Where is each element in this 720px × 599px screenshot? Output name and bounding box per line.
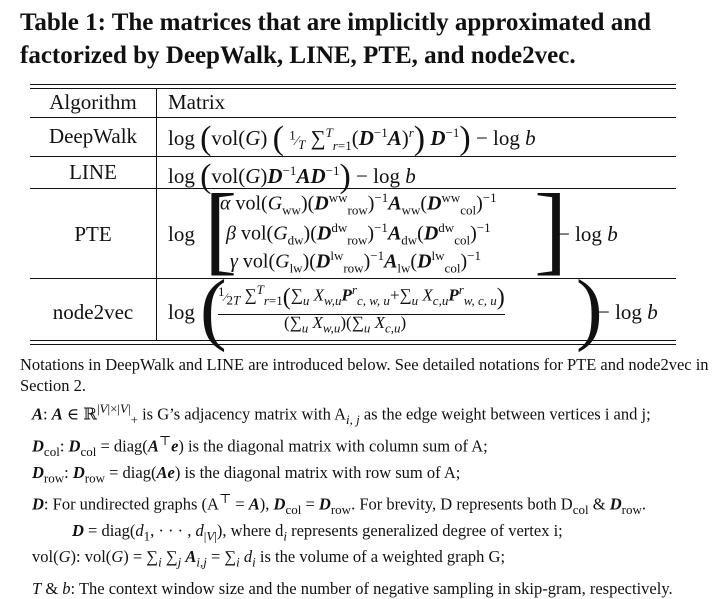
node2vec-log: log xyxy=(168,300,195,324)
node2vec-denominator: (∑u Xw,u)(∑u Xc,u) xyxy=(284,313,407,336)
notes-intro: Notations in DeepWalk and LINE are intro… xyxy=(20,355,709,395)
row-line-algorithm: LINE xyxy=(69,160,117,184)
node2vec-numerator: 1⁄2T ∑Tr=1(∑u Xw,uPrc, w, u+∑u Xc,uPrw, … xyxy=(218,282,505,315)
notations-section: Notations in DeepWalk and LINE are intro… xyxy=(20,354,710,599)
table-caption: Table 1: The matrices that are implicitl… xyxy=(20,9,652,69)
node2vec-right-paren: ) xyxy=(576,265,603,353)
pte-matrix-row-dw: β vol(Gdw)(Ddwrow)−1Adw(Ddwcol)−1 xyxy=(226,220,491,248)
pte-log: log xyxy=(168,222,195,246)
header-algorithm: Algorithm xyxy=(49,90,137,114)
note-adjacency: A: A ∈ ℝ|V|×|V|+ is G’s adjacency matrix… xyxy=(32,401,651,427)
pte-matrix-row-lw: γ vol(Glw)(Dlwrow)−1Alw(Dlwcol)−1 xyxy=(230,248,481,276)
bottom-rule-double xyxy=(30,344,676,345)
row-rule xyxy=(30,278,676,279)
note-d-definition: D = diag(d1, · · · , d|V|), where di rep… xyxy=(72,520,563,543)
note-drow: Drow: Drow = diag(Ae) is the diagonal ma… xyxy=(32,462,461,485)
column-divider xyxy=(156,88,157,340)
header-rule xyxy=(30,117,676,118)
row-deepwalk-algorithm: DeepWalk xyxy=(48,124,138,148)
line-matrix-formula: log (vol(G)D−1AD−1) − log b xyxy=(168,158,416,195)
node2vec-left-paren: ( xyxy=(200,265,227,353)
top-rule-double xyxy=(30,88,676,89)
row-rule xyxy=(30,156,676,157)
note-vol: vol(G): vol(G) = ∑i ∑j Ai,j = ∑i di is t… xyxy=(32,546,506,570)
row-rule xyxy=(30,188,676,189)
note-t-b: T & b: The context window size and the n… xyxy=(32,579,673,599)
header-matrix: Matrix xyxy=(168,90,226,114)
row-node2vec-algorithm: node2vec xyxy=(52,300,134,324)
pte-left-bracket: [ xyxy=(204,173,238,284)
pte-matrix-row-ww: α vol(Gww)(Dwwrow)−1Aww(Dwwcol)−1 xyxy=(220,190,497,218)
pte-right-bracket: ] xyxy=(534,173,568,284)
top-rule xyxy=(30,84,676,85)
note-d: D: For undirected graphs (A⊤ = A), Dcol … xyxy=(32,490,646,517)
node2vec-minus-log-b: − log b xyxy=(598,300,658,324)
matrix-table: Algorithm Matrix DeepWalk log (vol(G) ( … xyxy=(30,84,676,353)
pte-minus-log-b: − log b xyxy=(558,222,618,246)
note-dcol: Dcol: Dcol = diag(A⊤e) is the diagonal m… xyxy=(32,432,488,459)
bottom-rule xyxy=(30,340,676,341)
deepwalk-matrix-formula: log (vol(G) ( 1⁄T ∑Tr=1(D−1A)r) D−1) − l… xyxy=(168,120,536,157)
row-pte-algorithm: PTE xyxy=(74,222,112,246)
